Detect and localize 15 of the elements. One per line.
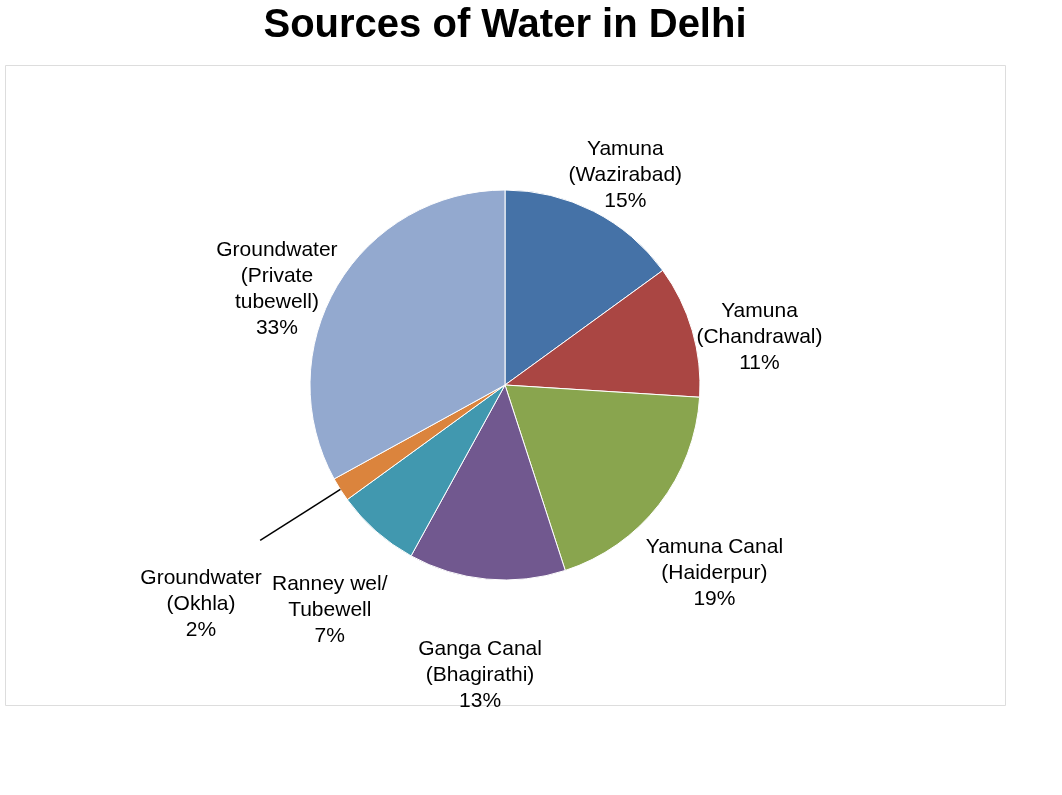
data-label: 11% — [739, 350, 780, 374]
slice-label: Groundwater (Private tubewell) — [216, 237, 338, 313]
slice-label: Ganga Canal (Bhagirathi) — [418, 635, 542, 685]
slice-label: Ranney wel/ Tubewell — [271, 570, 388, 620]
slice-label: Yamuna (Wazirabad) — [568, 135, 683, 185]
slice-label: Yamuna Canal (Haiderpur) — [645, 534, 784, 584]
slice-label: Groundwater (Okhla) — [140, 564, 262, 614]
slice-label: Yamuna (Chandrawal) — [696, 298, 823, 348]
data-label: 2% — [185, 616, 217, 640]
data-label: 7% — [314, 622, 345, 646]
data-label: 13% — [459, 687, 502, 711]
data-label: 15% — [604, 187, 647, 211]
chart-title: Sources of Water in Delhi — [263, 1, 747, 45]
data-label: 33% — [255, 315, 298, 339]
data-label: 19% — [693, 586, 736, 610]
